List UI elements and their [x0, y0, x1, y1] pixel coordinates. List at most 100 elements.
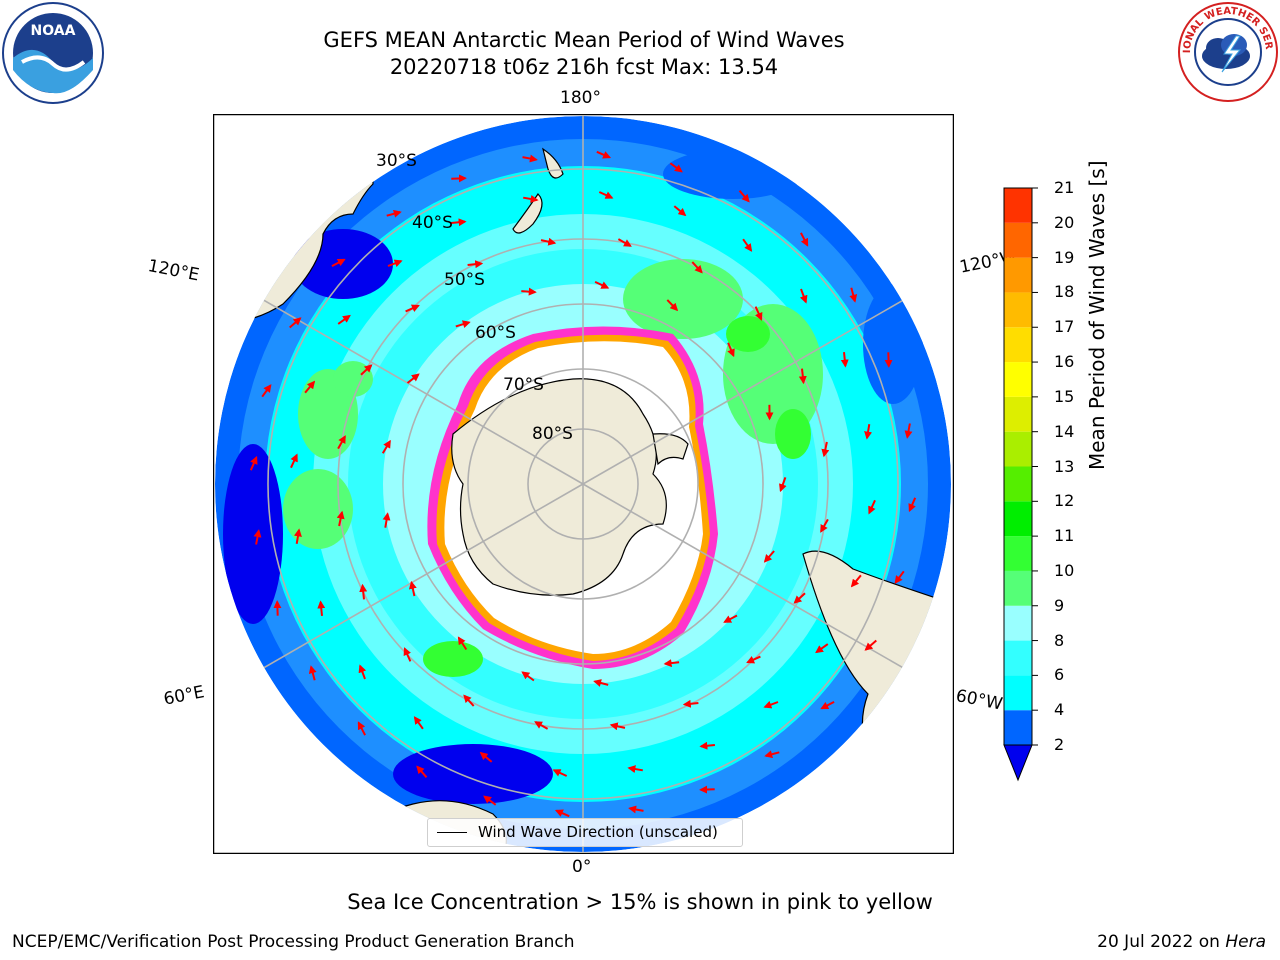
wind-wave-arrow: [403, 647, 412, 662]
wind-wave-arrow: [408, 580, 417, 597]
wind-wave-arrow: [764, 750, 780, 759]
legend-label: Wind Wave Direction (unscaled): [478, 823, 718, 841]
svg-text:NOAA: NOAA: [31, 23, 76, 39]
wind-wave-arrow: [868, 499, 876, 515]
colorbar-tick-label: 21: [1054, 178, 1075, 197]
wind-wave-arrow: [821, 441, 830, 458]
wind-wave-arrow: [628, 805, 644, 814]
wind-wave-arrow: [908, 497, 917, 513]
wind-wave-arrow: [382, 512, 391, 528]
wind-wave-arrow: [666, 299, 679, 312]
wind-wave-arrow: [799, 288, 808, 304]
wind-wave-arrow: [290, 453, 298, 469]
wind-wave-arrow: [358, 664, 367, 680]
colorbar-tick-label: 10: [1054, 560, 1075, 580]
wind-wave-arrow: [359, 583, 368, 600]
lat-label-30s: 30°S: [376, 151, 417, 171]
wind-wave-arrow: [479, 751, 493, 763]
wind-wave-arrow: [594, 280, 610, 289]
wind-wave-arrow: [523, 195, 539, 203]
wind-wave-arrow: [742, 238, 753, 252]
colorbar-band: [1004, 362, 1032, 397]
colorbar-band: [1004, 257, 1032, 293]
wind-wave-arrow: [596, 150, 612, 159]
chart-title: GEFS MEAN Antarctic Mean Period of Wind …: [323, 28, 845, 52]
colorbar-tick-label: 12: [1054, 491, 1075, 511]
colorbar-band: [1004, 188, 1032, 223]
wind-wave-arrow: [904, 423, 913, 439]
wind-wave-arrow: [331, 258, 346, 267]
wind-wave-arrow: [337, 435, 346, 450]
wind-wave-arrow: [820, 701, 835, 710]
wind-wave-arrow: [669, 162, 683, 173]
footer-machine: Hera: [1225, 932, 1266, 952]
wind-wave-arrow: [699, 785, 715, 794]
colorbar-tick-label: 9: [1054, 595, 1065, 615]
colorbar: [1003, 187, 1038, 782]
wind-wave-arrow: [800, 232, 809, 247]
colorbar-tick-label: 13: [1054, 456, 1075, 476]
colorbar-tick-label: 19: [1054, 247, 1075, 267]
colorbar-under-triangle: [1003, 744, 1033, 782]
colorbar-band: [1004, 710, 1032, 745]
colorbar-band: [1004, 222, 1032, 258]
colorbar-tick-label: 17: [1054, 317, 1075, 337]
wind-wave-arrow: [798, 368, 807, 385]
wind-wave-arrow: [746, 655, 761, 664]
wind-wave-arrow: [840, 351, 849, 368]
wind-wave-arrow: [483, 795, 497, 806]
wind-wave-arrow: [663, 659, 680, 668]
polar-map: [213, 114, 954, 854]
wind-wave-arrow: [723, 614, 738, 623]
wind-wave-arrow: [554, 809, 570, 818]
wind-wave-arrow: [336, 510, 345, 527]
wind-wave-arrow: [386, 209, 402, 218]
wind-wave-arrow: [779, 477, 787, 493]
wind-wave-arrow: [793, 592, 806, 604]
wind-wave-arrow: [864, 424, 872, 440]
wind-wave-arrow: [273, 600, 282, 616]
wind-wave-arrow: [738, 190, 750, 203]
colorbar-tick-label: 18: [1054, 282, 1075, 302]
sea-ice-caption: Sea Ice Concentration > 15% is shown in …: [347, 890, 933, 914]
map-legend: Wind Wave Direction (unscaled): [427, 818, 743, 847]
colorbar-tick-label: 6: [1054, 665, 1065, 685]
lon-label-60e: 60°E: [162, 682, 206, 710]
wind-wave-arrow: [617, 238, 632, 247]
wind-wave-arrows: [249, 150, 917, 818]
colorbar-tick-label: 14: [1054, 421, 1075, 441]
colorbar-tick-label: 8: [1054, 630, 1065, 650]
wind-wave-arrow: [308, 665, 317, 681]
wind-wave-arrow: [357, 721, 366, 736]
map-frame: 30°S 40°S 50°S 60°S 70°S 80°S Wind Wave …: [213, 114, 954, 854]
wind-wave-arrow: [691, 261, 703, 274]
wind-wave-arrow: [457, 636, 468, 651]
wind-wave-arrow: [627, 765, 643, 773]
colorbar-band: [1004, 396, 1032, 432]
lat-label-70s: 70°S: [503, 375, 544, 395]
wind-wave-arrow: [455, 320, 471, 328]
footer-date: 20 Jul 2022 on Hera: [1097, 932, 1266, 952]
wind-wave-arrow: [522, 154, 538, 163]
colorbar-band: [1004, 292, 1032, 328]
colorbar-band: [1004, 605, 1032, 641]
wind-wave-arrow: [593, 679, 609, 687]
colorbar-tick-label: 4: [1054, 700, 1065, 720]
wind-wave-arrow: [540, 237, 557, 246]
wind-wave-arrow: [416, 765, 428, 778]
wind-wave-arrow: [304, 380, 316, 394]
wind-wave-arrow: [413, 716, 424, 730]
wind-wave-arrow: [763, 550, 775, 563]
wind-wave-arrow: [337, 314, 351, 325]
wind-wave-arrow: [521, 671, 535, 682]
colorbar-tick-label: 11: [1054, 526, 1075, 546]
lat-label-60s: 60°S: [475, 323, 516, 343]
wind-wave-arrow: [763, 700, 779, 709]
wind-wave-arrow: [406, 373, 420, 384]
wind-wave-arrow: [673, 205, 687, 217]
lat-label-80s: 80°S: [532, 424, 573, 444]
wind-wave-arrow: [317, 600, 326, 617]
colorbar-tick-label: 2: [1054, 735, 1065, 754]
wind-wave-arrow: [289, 317, 302, 329]
wind-wave-arrow: [894, 570, 905, 584]
